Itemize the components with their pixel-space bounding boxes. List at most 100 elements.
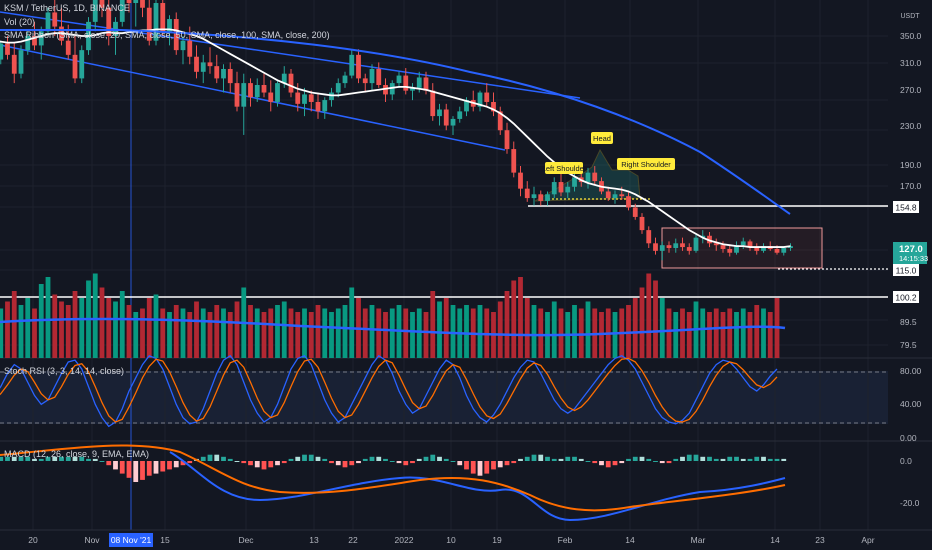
macd-pane[interactable] — [0, 444, 787, 522]
volume-bar — [113, 301, 118, 358]
volume-bar — [153, 294, 159, 358]
macd-hist-bar — [52, 456, 58, 461]
time-tick-5: 22 — [348, 535, 358, 545]
macd-hist-bar — [146, 461, 152, 476]
candle-body — [389, 83, 395, 95]
candle-body — [133, 0, 139, 4]
macd-hist-bar — [430, 454, 436, 461]
candle-body — [369, 68, 375, 84]
candle-body — [639, 216, 645, 231]
candle-body — [558, 182, 564, 193]
macd-label[interactable]: MACD (12, 26, close, 9, EMA, EMA) — [4, 449, 150, 459]
volume-bar — [572, 305, 577, 358]
macd-hist-bar — [740, 458, 746, 461]
volume-bar — [518, 277, 523, 358]
volume-bar — [632, 298, 638, 358]
candle-body — [761, 246, 766, 251]
current-price-value: 127.0 — [899, 244, 923, 255]
volume-bar — [106, 298, 112, 358]
candle-body — [234, 83, 240, 107]
volume-bar — [119, 291, 125, 358]
volume-bar — [261, 312, 267, 358]
price-tick-154: 154.8 — [895, 203, 917, 213]
macd-hist-bar — [578, 458, 584, 461]
candle-body — [774, 248, 780, 253]
macd-signal-line — [0, 444, 786, 512]
candle-body — [194, 56, 199, 72]
macd-hist-bar — [119, 461, 125, 474]
candle-body — [113, 21, 118, 36]
price-pane[interactable]: Left Shoulder Head Right Shoulder — [0, 0, 888, 298]
stoch-rsi-pane[interactable] — [0, 354, 888, 428]
time-tick-13: 23 — [815, 535, 825, 545]
candle-body — [207, 62, 213, 67]
price-tick-190: 190.0 — [900, 160, 922, 170]
price-tick-89: 89.5 — [900, 317, 917, 327]
candle-body — [504, 130, 510, 150]
candle-body — [518, 172, 523, 189]
macd-hist-bar — [720, 458, 726, 461]
volume-bar — [32, 308, 37, 358]
candle-body — [335, 83, 341, 93]
volume-bar — [281, 301, 287, 358]
volume-bar — [140, 308, 145, 358]
candle-body — [18, 50, 24, 74]
candle-body — [308, 94, 314, 102]
candle-body — [680, 243, 685, 248]
volume-bar — [72, 291, 78, 358]
candle-body — [538, 194, 544, 201]
candle-body — [416, 77, 422, 88]
candle-body — [356, 54, 361, 79]
candle-body — [187, 40, 193, 57]
time-tick-7: 10 — [446, 535, 456, 545]
macd-hist-bar — [99, 461, 105, 462]
volume-bar — [612, 312, 618, 358]
stoch-rsi-label[interactable]: Stoch RSI (3, 3, 14, 14, close) — [4, 366, 125, 376]
candle-body — [524, 188, 530, 199]
cursor-date-bg — [109, 533, 153, 547]
symbol-line[interactable]: KSM / TetherUS, 1D, BINANCE — [4, 3, 130, 13]
price-tick-310: 310.0 — [900, 58, 922, 68]
macd-hist-bar — [349, 461, 355, 466]
candle-body — [254, 84, 260, 98]
candle-body — [146, 7, 152, 41]
macd-hist-bar — [160, 461, 166, 472]
time-tick-1: Nov — [84, 535, 100, 545]
macd-hist-bar — [275, 461, 280, 466]
macd-hist-bar — [666, 461, 672, 464]
candle-body — [545, 194, 550, 201]
candle-body — [653, 243, 658, 251]
candle-body — [430, 90, 436, 117]
candle-body — [585, 172, 591, 183]
candle-body — [626, 196, 631, 208]
ma-ribbon-label[interactable]: SMA Ribbon (SMA, close, 20, SMA, close, … — [4, 30, 330, 40]
candle-body — [99, 0, 105, 8]
volume-bar — [437, 301, 442, 358]
volume-bar — [497, 301, 503, 358]
volume-bar — [639, 287, 645, 358]
macd-hist-bar — [423, 456, 429, 461]
volume-bar — [443, 298, 449, 358]
macd-hist-bar — [315, 456, 321, 461]
volume-bar — [288, 308, 294, 358]
volume-bar — [524, 298, 530, 358]
price-tick-230: 230.0 — [900, 121, 922, 131]
current-price-bg — [893, 242, 927, 264]
vol-label[interactable]: Vol (20) — [4, 17, 36, 27]
candle-body — [79, 50, 85, 79]
time-axis-bg — [0, 530, 932, 550]
candle-body — [126, 0, 132, 4]
macd-hist-bar — [497, 461, 503, 468]
candle-body — [281, 73, 287, 84]
candle-body — [200, 62, 206, 72]
macd-hist-bar — [221, 456, 226, 461]
volume-bar — [754, 305, 760, 358]
macd-hist-bar — [288, 458, 294, 461]
candle-body — [72, 54, 78, 79]
price-tick-170: 170.0 — [900, 181, 922, 191]
candle-body — [740, 241, 746, 246]
macd-hist-bar — [227, 458, 233, 461]
candle-body — [511, 149, 517, 173]
